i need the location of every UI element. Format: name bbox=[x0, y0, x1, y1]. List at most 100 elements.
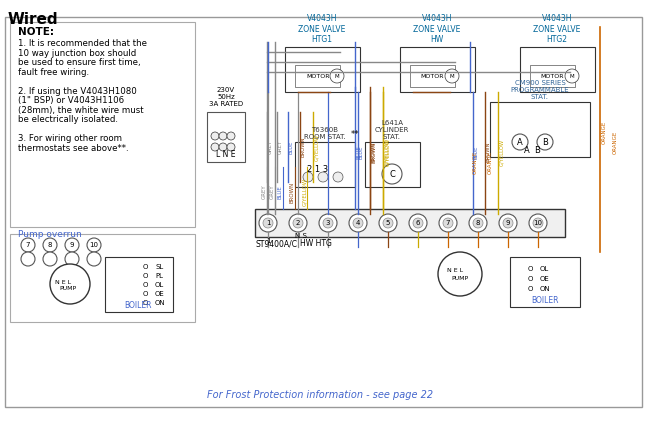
Text: ORANGE: ORANGE bbox=[602, 120, 607, 143]
Circle shape bbox=[43, 252, 57, 266]
Circle shape bbox=[65, 252, 79, 266]
Text: BOILER: BOILER bbox=[124, 301, 152, 310]
FancyBboxPatch shape bbox=[410, 65, 455, 87]
Text: L641A
CYLINDER
STAT.: L641A CYLINDER STAT. bbox=[375, 120, 409, 140]
Text: 3. For wiring other room: 3. For wiring other room bbox=[18, 134, 122, 143]
Circle shape bbox=[219, 132, 227, 140]
Text: O: O bbox=[142, 300, 148, 306]
Text: SL: SL bbox=[155, 264, 163, 270]
Circle shape bbox=[21, 238, 35, 252]
Text: O: O bbox=[142, 264, 148, 270]
Text: 6: 6 bbox=[416, 220, 421, 226]
Circle shape bbox=[227, 132, 235, 140]
Circle shape bbox=[349, 214, 367, 232]
FancyBboxPatch shape bbox=[400, 47, 475, 92]
Circle shape bbox=[409, 214, 427, 232]
Text: O: O bbox=[142, 273, 148, 279]
Circle shape bbox=[303, 172, 313, 182]
Text: 3: 3 bbox=[325, 220, 330, 226]
Text: L N E: L N E bbox=[216, 150, 236, 159]
Circle shape bbox=[43, 238, 57, 252]
Text: 5: 5 bbox=[386, 220, 390, 226]
FancyBboxPatch shape bbox=[295, 65, 340, 87]
Text: 10: 10 bbox=[89, 242, 98, 248]
Circle shape bbox=[413, 218, 423, 228]
Text: MOTOR: MOTOR bbox=[540, 73, 564, 78]
Circle shape bbox=[50, 264, 90, 304]
Text: O: O bbox=[527, 286, 532, 292]
Text: 2 1 3: 2 1 3 bbox=[307, 165, 328, 173]
Text: OL: OL bbox=[155, 282, 164, 288]
Text: G/YELLOW: G/YELLOW bbox=[314, 133, 319, 160]
FancyBboxPatch shape bbox=[530, 65, 575, 87]
Text: 9: 9 bbox=[70, 242, 74, 248]
Text: OE: OE bbox=[540, 276, 550, 282]
Text: G/YELLOW: G/YELLOW bbox=[499, 138, 504, 165]
Text: 2: 2 bbox=[296, 220, 300, 226]
FancyBboxPatch shape bbox=[510, 257, 580, 307]
Text: Pump overrun: Pump overrun bbox=[18, 230, 82, 239]
Text: 230V
50Hz
3A RATED: 230V 50Hz 3A RATED bbox=[209, 87, 243, 107]
Text: GREY: GREY bbox=[278, 140, 283, 154]
Text: ORANGE: ORANGE bbox=[613, 130, 617, 154]
Text: GREY: GREY bbox=[262, 185, 267, 199]
Text: BROWN: BROWN bbox=[301, 137, 306, 157]
Text: BROWN: BROWN bbox=[371, 142, 376, 162]
Circle shape bbox=[565, 69, 579, 83]
Text: G/YELLOW: G/YELLOW bbox=[302, 178, 307, 206]
Text: BROWN: BROWN bbox=[372, 141, 377, 162]
Text: MOTOR: MOTOR bbox=[306, 73, 330, 78]
Circle shape bbox=[227, 143, 235, 151]
Text: (1" BSP) or V4043H1106: (1" BSP) or V4043H1106 bbox=[18, 96, 124, 105]
Circle shape bbox=[445, 69, 459, 83]
Text: O: O bbox=[142, 282, 148, 288]
FancyBboxPatch shape bbox=[5, 17, 642, 407]
Text: ST9400A/C: ST9400A/C bbox=[255, 239, 297, 248]
FancyBboxPatch shape bbox=[365, 142, 420, 187]
Text: 4: 4 bbox=[356, 220, 360, 226]
Circle shape bbox=[443, 218, 453, 228]
Text: thermostats see above**.: thermostats see above**. bbox=[18, 143, 129, 152]
Text: **: ** bbox=[351, 130, 359, 139]
Circle shape bbox=[319, 214, 337, 232]
Text: ON: ON bbox=[155, 300, 166, 306]
Text: N E L: N E L bbox=[55, 279, 71, 284]
Text: V4043H
ZONE VALVE
HTG2: V4043H ZONE VALVE HTG2 bbox=[533, 14, 581, 44]
Text: 10 way junction box should: 10 way junction box should bbox=[18, 49, 137, 57]
Circle shape bbox=[263, 218, 273, 228]
Circle shape bbox=[333, 172, 343, 182]
Text: C: C bbox=[389, 170, 395, 179]
Text: ORANGE: ORANGE bbox=[487, 150, 492, 173]
Text: M: M bbox=[570, 73, 575, 78]
Circle shape bbox=[383, 218, 393, 228]
Circle shape bbox=[318, 172, 328, 182]
Text: NOTE:: NOTE: bbox=[18, 27, 54, 37]
Text: 7: 7 bbox=[26, 242, 30, 248]
Text: 1: 1 bbox=[266, 238, 270, 244]
Circle shape bbox=[65, 238, 79, 252]
Circle shape bbox=[529, 214, 547, 232]
Text: Wired: Wired bbox=[8, 12, 59, 27]
Text: 9: 9 bbox=[506, 220, 510, 226]
Text: HW HTG: HW HTG bbox=[300, 239, 332, 248]
Text: 1. It is recommended that the: 1. It is recommended that the bbox=[18, 39, 147, 48]
Text: N S: N S bbox=[295, 233, 307, 239]
Text: OE: OE bbox=[155, 291, 165, 297]
Circle shape bbox=[382, 164, 402, 184]
Text: O: O bbox=[527, 266, 532, 272]
Text: V4043H
ZONE VALVE
HTG1: V4043H ZONE VALVE HTG1 bbox=[298, 14, 345, 44]
Text: GREY: GREY bbox=[268, 140, 273, 154]
Circle shape bbox=[503, 218, 513, 228]
Circle shape bbox=[323, 218, 333, 228]
Text: BLUE: BLUE bbox=[278, 185, 283, 199]
Circle shape bbox=[379, 214, 397, 232]
Text: 1: 1 bbox=[266, 220, 270, 226]
Circle shape bbox=[87, 238, 101, 252]
Text: For Frost Protection information - see page 22: For Frost Protection information - see p… bbox=[207, 390, 433, 400]
Text: (28mm), the white wire must: (28mm), the white wire must bbox=[18, 106, 144, 114]
Circle shape bbox=[211, 143, 219, 151]
Text: BOILER: BOILER bbox=[531, 296, 559, 305]
Text: B: B bbox=[542, 138, 548, 146]
Text: A  B: A B bbox=[523, 146, 540, 155]
Text: 10: 10 bbox=[534, 220, 542, 226]
